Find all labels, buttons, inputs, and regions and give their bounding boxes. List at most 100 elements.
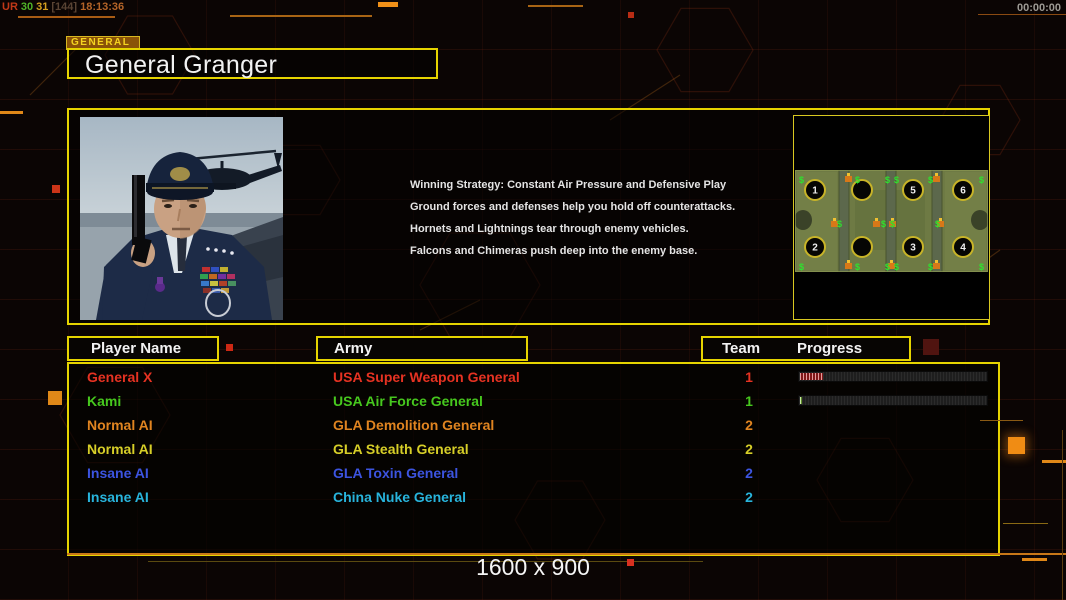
- player-name: Insane AI: [87, 465, 149, 481]
- decor-dash: [1042, 460, 1066, 463]
- column-header-progress: Progress: [797, 340, 863, 357]
- money-icon: $: [799, 175, 804, 185]
- decor-square: [52, 185, 60, 193]
- start-position-circle: [902, 179, 924, 201]
- money-icon: $: [928, 262, 933, 272]
- decor-square: [48, 391, 62, 405]
- money-icons: $ $ $ $ $ $ $ $ $ $ $ $ $ $ $ $: [799, 175, 984, 272]
- decor-dash: [230, 15, 372, 17]
- decor-line: [18, 16, 115, 18]
- money-icon: $: [885, 175, 890, 185]
- money-icon: $: [979, 175, 984, 185]
- table-row: Insane AI GLA Toxin General 2: [69, 462, 998, 486]
- decor-square: [627, 559, 634, 566]
- oil-derrick-icon: [889, 218, 896, 227]
- column-header-team-progress: Team Progress: [701, 336, 911, 361]
- team-number: 1: [745, 393, 753, 409]
- table-row: Normal AI GLA Demolition General 2: [69, 414, 998, 438]
- start-position-circle: [952, 236, 974, 258]
- decor-dash: [0, 111, 23, 114]
- player-table-panel: General X USA Super Weapon General 1 Kami U…: [67, 362, 1000, 556]
- army-name: USA Air Force General: [333, 393, 483, 409]
- money-icon: $: [837, 219, 842, 229]
- debug-part: 30: [20, 1, 34, 13]
- decor-dash: [528, 5, 583, 7]
- money-icon: $: [881, 219, 886, 229]
- money-icon: $: [935, 219, 940, 229]
- decor-line-vertical: [1062, 430, 1063, 600]
- progress-bar: [798, 371, 988, 382]
- money-icon: $: [979, 262, 984, 272]
- rank-stars: [206, 247, 234, 255]
- oil-derrick-icon: [937, 218, 944, 227]
- team-number: 1: [745, 369, 753, 385]
- player-name: Insane AI: [87, 489, 149, 505]
- table-row: Kami USA Air Force General 1: [69, 390, 998, 414]
- money-icon: $: [894, 262, 899, 272]
- oil-derrick-icon: [933, 260, 940, 269]
- medal-ribbons: [200, 267, 236, 293]
- player-rows: General X USA Super Weapon General 1 Kami U…: [69, 366, 998, 510]
- title-box: General Granger: [67, 48, 438, 79]
- debug-part: [144]: [51, 1, 78, 13]
- oil-derrick-icon: [873, 218, 880, 227]
- money-icon: $: [894, 175, 899, 185]
- player-name: Normal AI: [87, 441, 153, 457]
- team-number: 2: [745, 441, 753, 457]
- start-position-circle: [851, 179, 873, 201]
- oil-derrick-icon: [845, 260, 852, 269]
- start-position-number: 6: [960, 186, 966, 197]
- team-number: 2: [745, 489, 753, 505]
- money-icon: $: [799, 262, 804, 272]
- start-position-number: 4: [960, 243, 966, 254]
- decor-line: [148, 561, 703, 562]
- army-name: USA Super Weapon General: [333, 369, 520, 385]
- decor-square: [1008, 437, 1025, 454]
- progress-bar-fill: [800, 373, 823, 380]
- debug-overlay: UR 30 31 [144] 18:13:36: [2, 1, 127, 13]
- debug-part: UR: [2, 1, 18, 13]
- decor-dash: [1003, 523, 1048, 524]
- decor-square: [226, 344, 233, 351]
- decor-square: [923, 339, 939, 355]
- briefing-line: Hornets and Lightnings tear through enem…: [410, 223, 689, 235]
- start-position-circle: [902, 236, 924, 258]
- oil-derrick-icon: [888, 260, 895, 269]
- table-row: Normal AI GLA Stealth General 2: [69, 438, 998, 462]
- page-title: General Granger: [85, 51, 278, 79]
- map-preview-image: 1 5 6 2 3 4 $ $ $ $ $ $ $ $ $ $ $ $ $ $ $ $: [795, 170, 988, 272]
- general-portrait: [80, 117, 283, 320]
- decor-dash: [980, 420, 1023, 421]
- player-name: Kami: [87, 393, 122, 409]
- debug-part: 31: [36, 1, 49, 13]
- general-figure: [96, 152, 272, 320]
- oil-derrick-icons: [831, 173, 944, 269]
- decor-square: [628, 12, 634, 18]
- decor-dash: [378, 2, 398, 7]
- decor-dash: [1022, 558, 1047, 561]
- decor-line: [67, 553, 1066, 555]
- army-name: GLA Toxin General: [333, 465, 459, 481]
- player-name: General X: [87, 369, 153, 385]
- briefing-line: Falcons and Chimeras push deep into the …: [410, 245, 698, 257]
- team-number: 2: [745, 465, 753, 481]
- column-header-army: Army: [316, 336, 528, 361]
- session-timer: 00:00:00: [1016, 2, 1061, 14]
- money-icon: $: [890, 219, 895, 229]
- general-portrait-image: [80, 117, 283, 320]
- strategy-briefing: Winning Strategy: Constant Air Pressure …: [410, 180, 750, 268]
- oil-derrick-icon: [845, 173, 852, 182]
- player-name: Normal AI: [87, 417, 153, 433]
- money-icon: $: [885, 262, 890, 272]
- decor-line: [978, 14, 1066, 15]
- start-position-number: 3: [910, 243, 916, 254]
- money-icon: $: [855, 262, 860, 272]
- army-name: China Nuke General: [333, 489, 467, 505]
- resolution-label: 1600 x 900: [476, 554, 590, 580]
- start-position-circle: [952, 179, 974, 201]
- table-row: Insane AI China Nuke General 2: [69, 486, 998, 510]
- table-row: General X USA Super Weapon General 1: [69, 366, 998, 390]
- briefing-line: Ground forces and defenses help you hold…: [410, 201, 736, 213]
- map-preview-box: 1 5 6 2 3 4 $ $ $ $ $ $ $ $ $ $ $ $ $ $ $ $: [793, 115, 990, 320]
- money-icon: $: [928, 175, 933, 185]
